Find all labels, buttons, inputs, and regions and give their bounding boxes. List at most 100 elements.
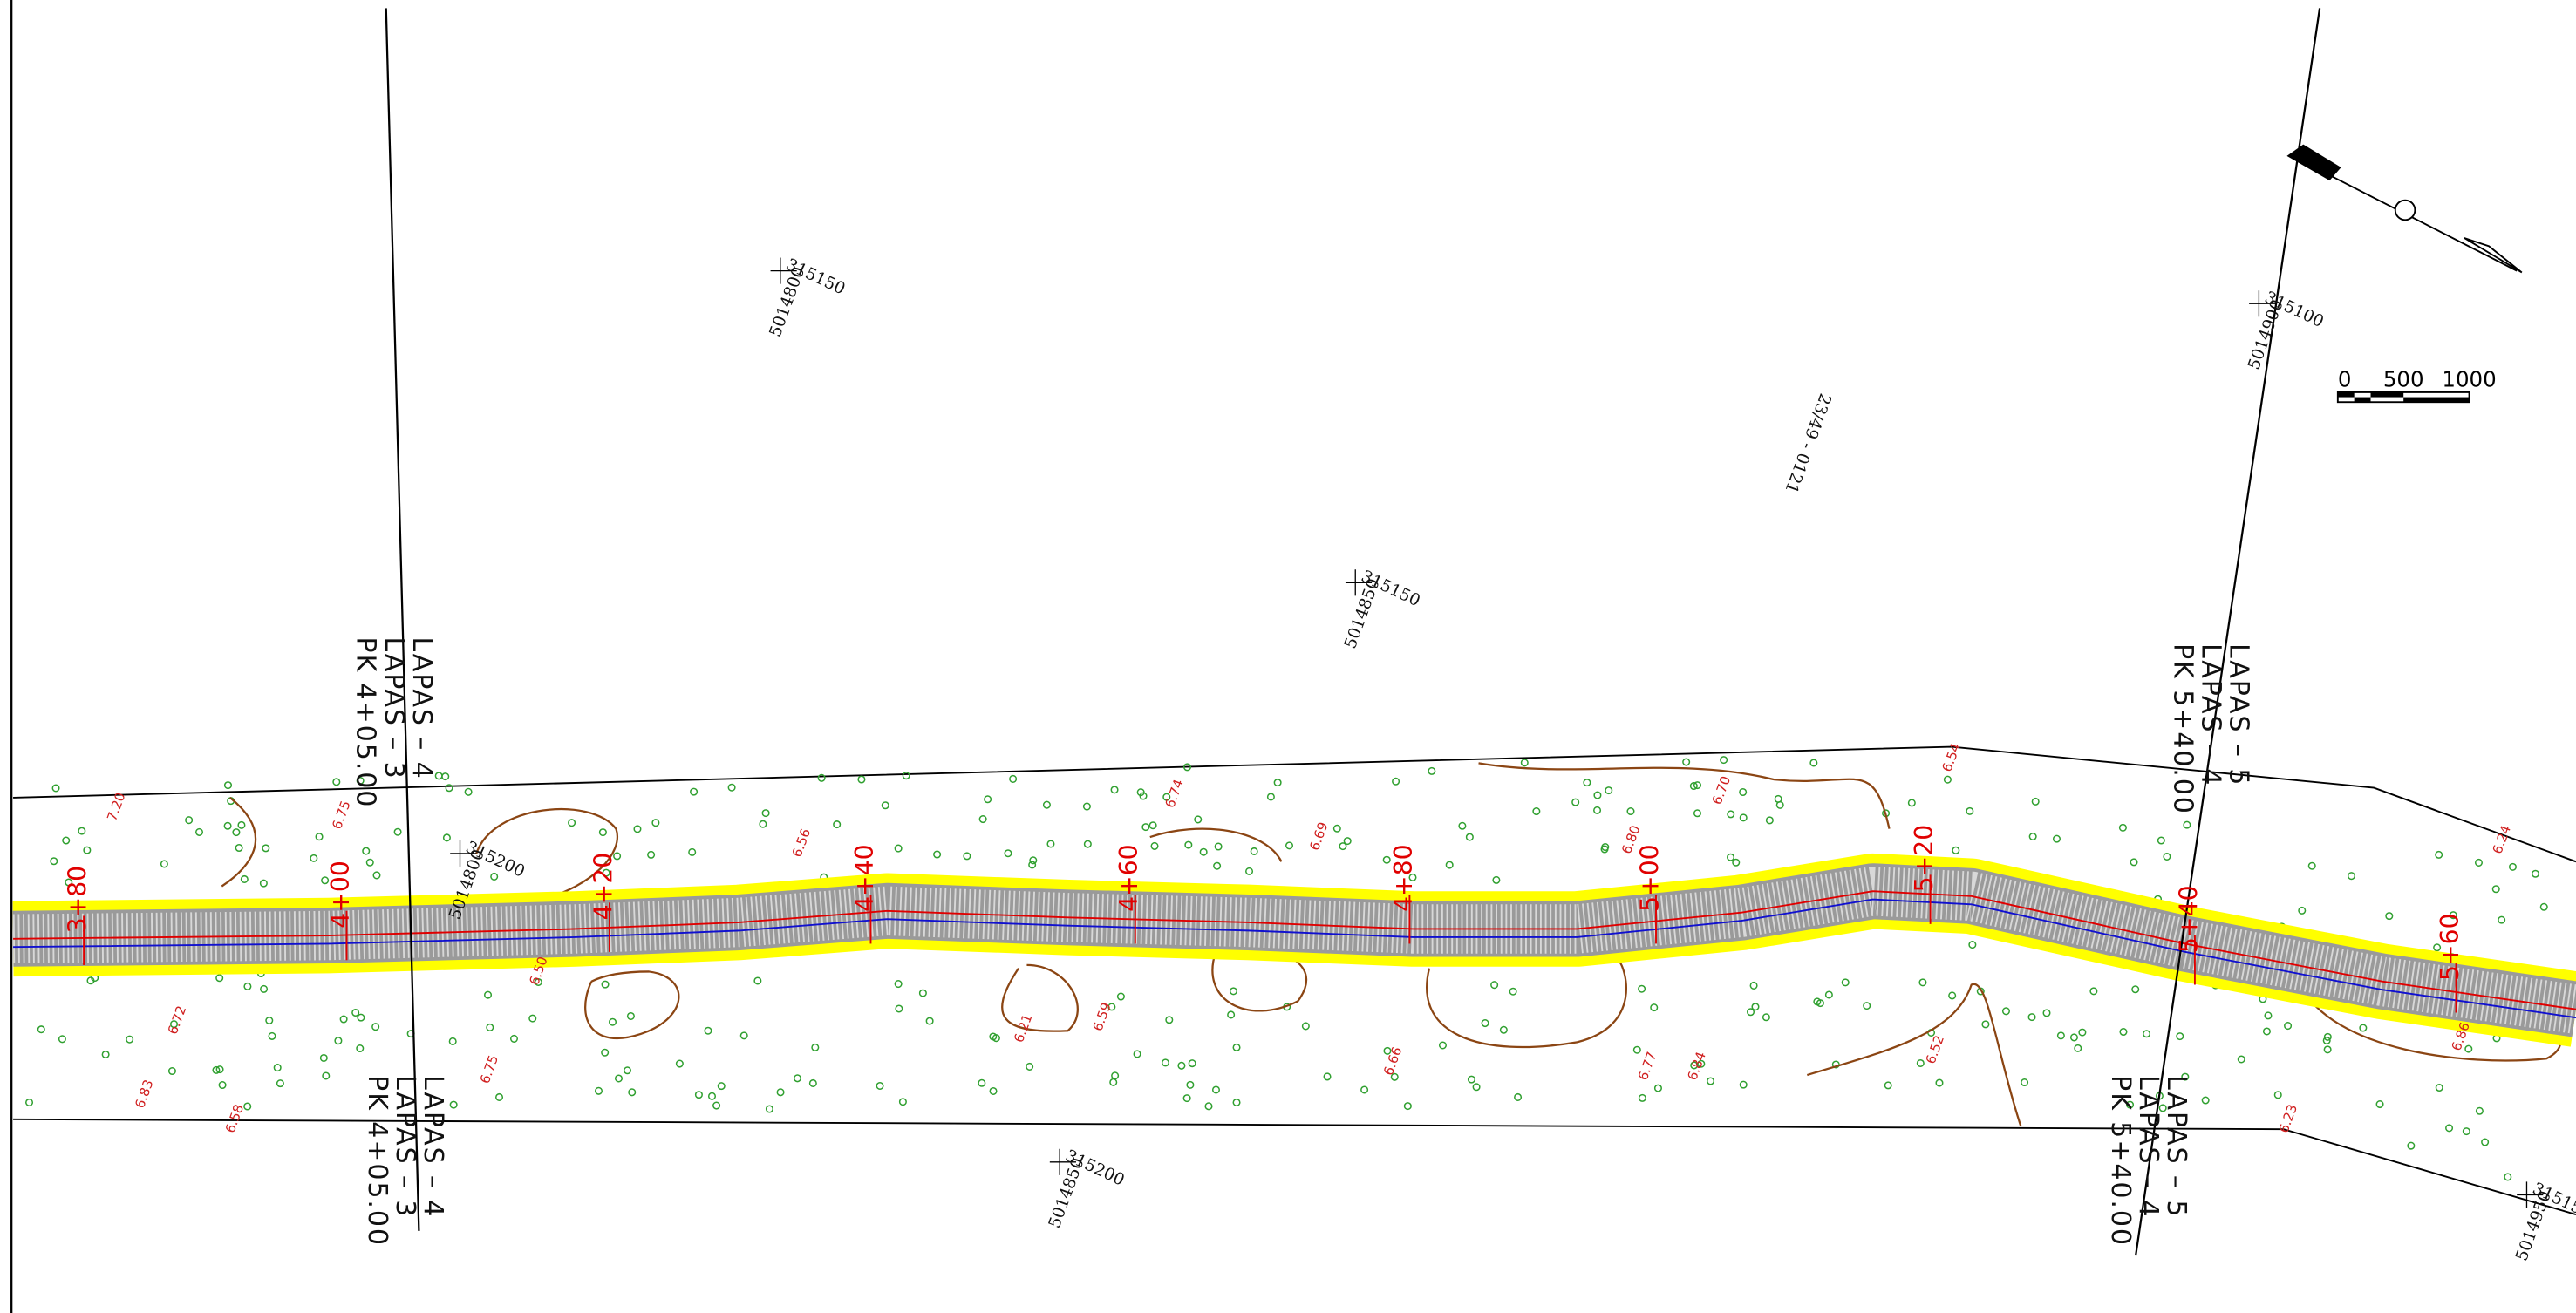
tree-point: [1499, 1025, 1508, 1034]
tree-point: [2433, 943, 2442, 952]
tree-point: [2201, 1096, 2210, 1105]
section-label: LAPAS – 5: [2161, 1075, 2191, 1218]
tree-point: [1148, 821, 1157, 830]
tree-point: [707, 1092, 717, 1100]
tree-point: [989, 1086, 998, 1096]
tree-point: [2089, 987, 2098, 996]
tree-point: [614, 1074, 624, 1083]
tree-point: [448, 1037, 457, 1045]
tree-point: [1445, 861, 1454, 869]
tree-point: [598, 828, 607, 837]
tree-point: [1638, 984, 1646, 993]
tree-point: [727, 783, 736, 792]
tree-point: [712, 1101, 721, 1110]
tree-point: [1250, 847, 1258, 855]
tree-point: [2481, 1138, 2490, 1146]
tree-point: [528, 1014, 537, 1023]
tree-point: [1481, 1019, 1489, 1028]
water-line: [13, 898, 2576, 1019]
corridor-boundary: [13, 1118, 2576, 1215]
section-label: LAPAS – 4: [418, 1075, 448, 1218]
tree-point: [1720, 756, 1728, 765]
tree-point: [1332, 824, 1341, 833]
tree-point: [1952, 846, 1960, 854]
tree-point: [1918, 978, 1927, 987]
tree-point: [1465, 833, 1474, 841]
tree-point: [1943, 775, 1952, 784]
scale-label: 1000: [2442, 367, 2496, 392]
section-label: LAPAS – 5: [2223, 643, 2253, 786]
tree-point: [1605, 786, 1613, 795]
tree-point: [1948, 991, 1957, 1000]
tree-point: [509, 1034, 519, 1043]
tree-point: [1360, 1085, 1369, 1094]
tree-point: [243, 982, 252, 990]
tree-point: [2531, 869, 2539, 878]
tree-point: [185, 816, 194, 825]
tree-point: [1762, 1013, 1770, 1022]
tree-point: [765, 1105, 773, 1113]
tree-point: [1490, 981, 1499, 990]
tree-point: [1863, 1002, 1871, 1010]
tree-point: [688, 847, 697, 856]
tree-point: [1161, 1058, 1169, 1067]
tree-point: [2183, 820, 2191, 829]
tree-point: [759, 820, 767, 828]
tree-point: [594, 1086, 603, 1095]
tree-point: [753, 976, 762, 985]
tree-point: [2375, 1100, 2384, 1109]
section-label: LAPAS – 3: [390, 1075, 420, 1218]
tree-point: [2074, 1044, 2082, 1052]
tree-point: [623, 1066, 631, 1075]
station-label: 4+80: [1389, 844, 1418, 912]
tree-point: [1392, 777, 1400, 786]
tree-point: [1907, 799, 1916, 807]
tree-point: [2498, 915, 2506, 924]
tree-point: [2237, 1055, 2245, 1064]
tree-point: [1339, 842, 1347, 851]
tree-point: [51, 784, 60, 793]
tree-point: [449, 1100, 458, 1109]
tree-point: [1009, 774, 1018, 783]
tree-point: [2323, 1032, 2332, 1041]
tree-point: [265, 1017, 274, 1025]
tree-point: [1626, 807, 1635, 816]
tree-point: [1632, 1045, 1641, 1054]
tree-point: [1884, 1081, 1892, 1090]
scale-label: 500: [2383, 367, 2424, 392]
tree-point: [223, 821, 232, 830]
tree-point: [857, 775, 866, 784]
tree-point: [50, 857, 58, 866]
tree-point: [647, 850, 656, 859]
tree-point: [1472, 1083, 1481, 1092]
scale-bar-graphic: [2336, 391, 2470, 404]
tree-point: [2021, 1078, 2029, 1087]
tree-point: [232, 828, 241, 837]
tree-point: [83, 846, 92, 854]
tree-point: [894, 980, 903, 989]
tree-point: [1188, 1059, 1196, 1068]
tree-point: [218, 1081, 227, 1090]
tree-point: [1214, 842, 1223, 851]
station-label: 5+40: [2174, 885, 2203, 953]
tree-point: [2435, 1084, 2443, 1092]
station-label: 5+00: [1635, 844, 1664, 912]
tree-point: [371, 1023, 380, 1031]
tree-point: [761, 809, 770, 818]
tree-point: [2359, 1024, 2368, 1032]
tree-point: [464, 787, 473, 796]
tree-point: [62, 836, 71, 845]
tree-point: [322, 1071, 331, 1080]
tree-point: [1046, 840, 1055, 848]
tree-point: [1285, 841, 1294, 850]
tree-point: [1935, 1078, 1944, 1087]
tree-point: [240, 874, 249, 883]
tree-point: [793, 1074, 801, 1083]
tree-point: [2474, 858, 2483, 867]
tree-point: [2504, 1173, 2512, 1181]
tree-point: [1199, 847, 1208, 856]
tree-point: [1600, 845, 1609, 854]
tree-point: [1186, 1080, 1195, 1089]
